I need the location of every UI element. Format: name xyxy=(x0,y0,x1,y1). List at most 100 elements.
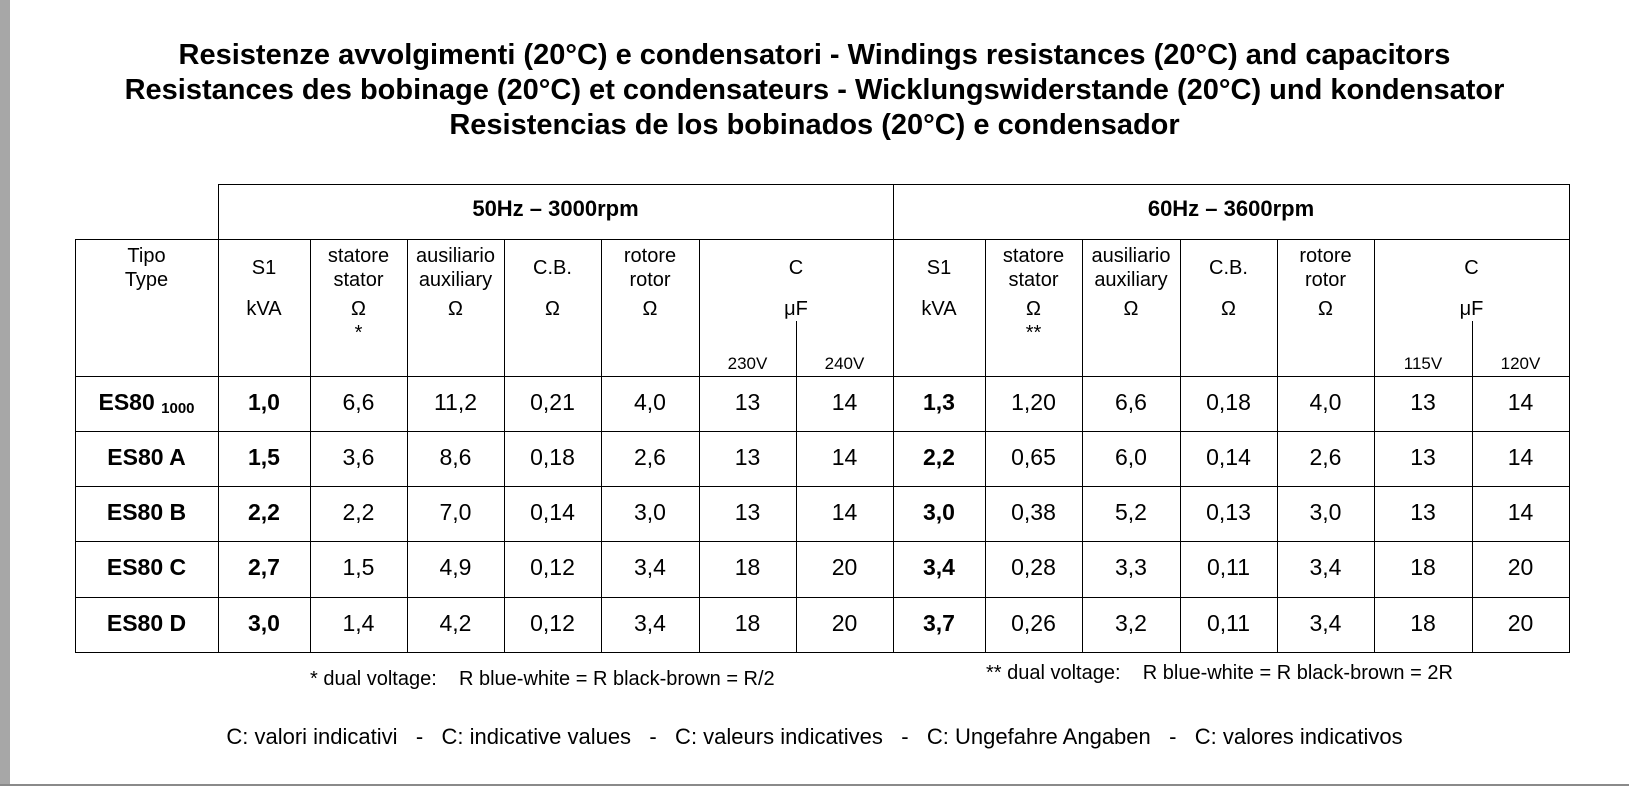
cell-50hz-cap-low-uf: 18 xyxy=(734,610,761,636)
cell-60hz-cap-high-uf: 20 xyxy=(1507,554,1534,580)
table-column-border xyxy=(699,239,700,652)
row-type: ES80 C xyxy=(75,554,218,581)
hdr50-capacitor-unit: μF xyxy=(784,298,808,320)
hdr50-cb-unit: Ω xyxy=(545,298,560,320)
cell-60hz-cap-high-uf: 20 xyxy=(1507,610,1534,636)
hdr50-aux-label-en: auxiliary xyxy=(418,269,493,291)
hdr60-aux-unit: Ω xyxy=(1123,298,1139,320)
cell-60hz-cap-low-uf: 13 xyxy=(1410,499,1436,525)
cell-60hz-cap-low-uf: 13 xyxy=(1410,389,1436,415)
cell-60hz-cb-ohm: 0,11 xyxy=(1206,610,1251,636)
hdr60-capacitor-voltage-low: 115V xyxy=(1403,354,1443,373)
cell-50hz-stator-ohm: 1,5 xyxy=(342,554,375,580)
cell-60hz-s1-kva: 2,2 xyxy=(923,444,955,470)
cell-50hz-s1-kva: 1,0 xyxy=(248,389,280,415)
cell-60hz-rotor-ohm: 3,4 xyxy=(1309,610,1342,636)
hdr60-capacitor-unit: μF xyxy=(1459,298,1484,320)
hdr60-s1-label: S1 xyxy=(926,257,952,279)
cell-60hz-stator-ohm: 0,65 xyxy=(1011,444,1056,470)
cell-50hz-cap-high-uf: 20 xyxy=(831,610,858,636)
hdr60-capacitor-voltage-high: 120V xyxy=(1500,354,1541,373)
table-group-border xyxy=(1569,184,1570,652)
row-type: ES80 D xyxy=(75,610,218,637)
cell-50hz-aux-ohm: 4,9 xyxy=(439,554,472,580)
cell-50hz-cap-low-uf: 18 xyxy=(734,554,761,580)
cell-50hz-cap-low-uf: 13 xyxy=(734,389,761,415)
hdr60-s1-unit: kVA xyxy=(921,298,957,320)
cell-60hz-stator-ohm: 0,26 xyxy=(1011,610,1056,636)
title-line-italian-english: Resistenze avvolgimenti (20°C) e condens… xyxy=(178,39,1451,71)
hdr50-aux-label-it: ausiliario xyxy=(416,245,495,267)
title-line-french-german: Resistances des bobinage (20°C) et conde… xyxy=(124,74,1505,106)
hdr60-rotor-label-en: rotor xyxy=(1304,269,1347,291)
cell-50hz-cb-ohm: 0,18 xyxy=(530,444,575,470)
cell-60hz-cap-high-uf: 14 xyxy=(1507,389,1534,415)
table-row-border xyxy=(75,431,1570,432)
note-50hz-dual-voltage: * dual voltage: R blue-white = R black-b… xyxy=(310,668,775,690)
cell-50hz-cb-ohm: 0,12 xyxy=(530,610,575,636)
hdr60-stator-label-it: statore xyxy=(1002,245,1065,267)
hdr60-stator-unit: Ω xyxy=(1026,298,1041,320)
cell-50hz-stator-ohm: 3,6 xyxy=(342,444,375,470)
cell-60hz-cap-low-uf: 18 xyxy=(1410,610,1436,636)
hdr50-s1-unit: kVA xyxy=(246,298,282,320)
table-column-border xyxy=(1277,239,1278,652)
table-row-border xyxy=(75,541,1570,542)
cell-60hz-cap-high-uf: 14 xyxy=(1507,444,1534,470)
cell-60hz-s1-kva: 3,0 xyxy=(923,499,955,525)
capacitor-voltage-divider xyxy=(796,321,797,652)
capacitor-voltage-divider xyxy=(1472,321,1473,652)
group-header-60hz: 60Hz – 3600rpm xyxy=(1147,196,1315,221)
table-column-border xyxy=(601,239,602,652)
note-60hz-dual-voltage: ** dual voltage: R blue-white = R black-… xyxy=(986,662,1453,684)
cell-50hz-rotor-ohm: 3,0 xyxy=(634,499,666,525)
cell-60hz-cb-ohm: 0,11 xyxy=(1206,554,1251,580)
row-type-subscript: 1000 xyxy=(161,400,195,417)
row-type: ES80 1000 xyxy=(75,389,218,417)
row-type-label: ES80 A xyxy=(107,444,186,470)
cell-60hz-rotor-ohm: 2,6 xyxy=(1309,444,1342,470)
type-header-english: Type xyxy=(124,269,169,291)
table-row-border xyxy=(75,652,1570,653)
hdr50-stator-label-it: statore xyxy=(327,245,390,267)
table-column-border xyxy=(1082,239,1083,652)
cell-50hz-stator-ohm: 2,2 xyxy=(342,499,375,525)
row-type-label: ES80 C xyxy=(106,554,187,580)
hdr50-rotor-unit: Ω xyxy=(642,298,658,320)
hdr50-aux-unit: Ω xyxy=(448,298,463,320)
type-header-italian: Tipo xyxy=(127,245,166,267)
row-type-label: ES80 D xyxy=(106,610,187,636)
hdr50-rotor-label-it: rotore xyxy=(623,245,677,267)
table-column-border xyxy=(1180,239,1181,652)
cell-60hz-cap-low-uf: 13 xyxy=(1410,444,1436,470)
cell-60hz-aux-ohm: 3,2 xyxy=(1115,610,1147,636)
cell-60hz-s1-kva: 1,3 xyxy=(923,389,955,415)
table-top-border xyxy=(218,184,1570,185)
cell-60hz-cb-ohm: 0,18 xyxy=(1206,389,1251,415)
cell-50hz-aux-ohm: 4,2 xyxy=(439,610,472,636)
cell-50hz-rotor-ohm: 4,0 xyxy=(634,389,666,415)
cell-50hz-cap-high-uf: 14 xyxy=(831,499,858,525)
hdr50-stator-label-en: stator xyxy=(333,269,384,291)
cell-60hz-aux-ohm: 6,6 xyxy=(1115,389,1147,415)
cell-50hz-s1-kva: 2,7 xyxy=(248,554,280,580)
hdr50-stator-footnote-mark: * xyxy=(354,322,363,344)
cell-60hz-s1-kva: 3,7 xyxy=(923,610,955,636)
viewer-left-edge xyxy=(0,0,10,786)
cell-50hz-aux-ohm: 8,6 xyxy=(439,444,472,470)
cell-50hz-s1-kva: 1,5 xyxy=(248,444,280,470)
cell-50hz-aux-ohm: 7,0 xyxy=(439,499,472,525)
cell-50hz-stator-ohm: 6,6 xyxy=(342,389,375,415)
table-row-border xyxy=(75,597,1570,598)
table-column-border xyxy=(1374,239,1375,652)
table-row-border xyxy=(75,376,1570,377)
cell-50hz-s1-kva: 3,0 xyxy=(248,610,280,636)
cell-60hz-stator-ohm: 1,20 xyxy=(1011,389,1056,415)
hdr60-stator-footnote-mark: ** xyxy=(1025,322,1042,344)
cell-50hz-rotor-ohm: 2,6 xyxy=(634,444,666,470)
row-type: ES80 A xyxy=(75,444,218,471)
hdr60-rotor-label-it: rotore xyxy=(1299,245,1352,267)
cell-60hz-aux-ohm: 5,2 xyxy=(1115,499,1147,525)
cell-50hz-cap-high-uf: 14 xyxy=(831,389,858,415)
hdr60-rotor-unit: Ω xyxy=(1318,298,1333,320)
